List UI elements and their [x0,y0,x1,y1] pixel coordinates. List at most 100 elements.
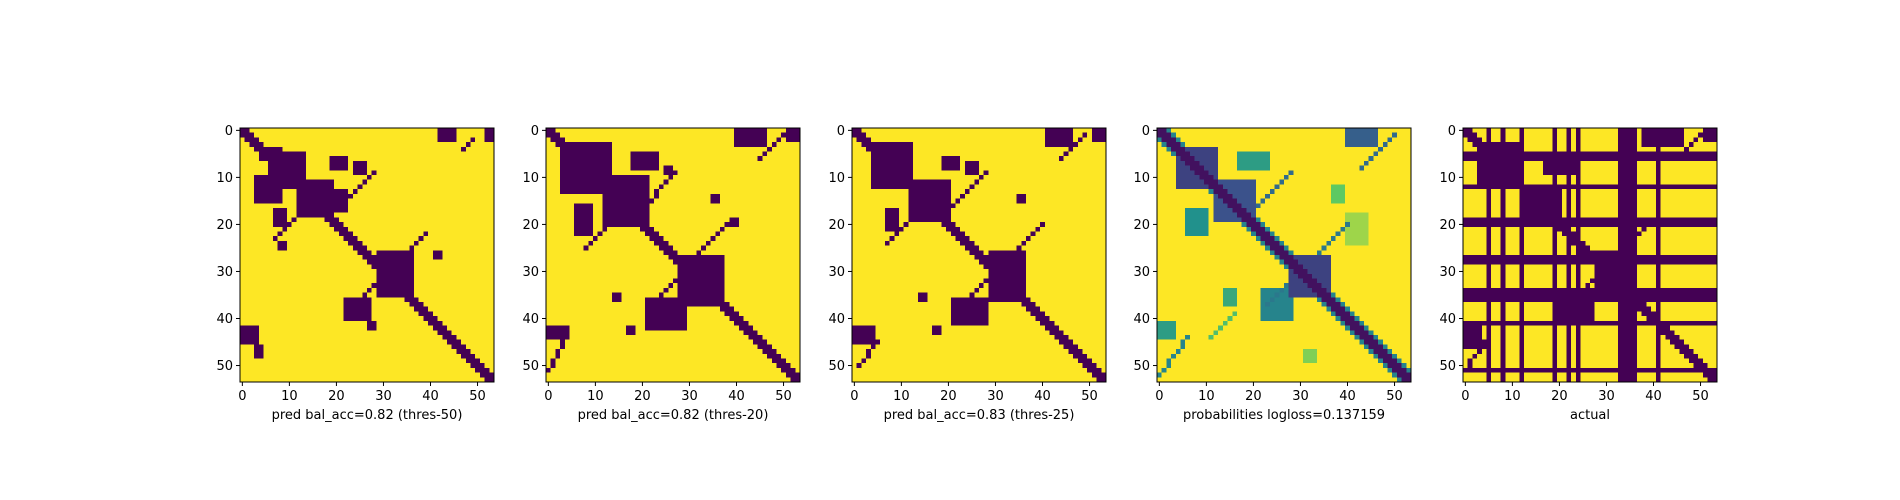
heatmap-cell [767,165,772,171]
heatmap-cell [399,179,405,185]
heatmap-cell [390,151,396,157]
heatmap-cell [705,137,711,143]
heatmap-cell [616,264,622,270]
heatmap-cell [254,344,259,350]
heatmap-cell [593,193,598,199]
heatmap-cell [757,128,763,133]
heatmap-cell [616,212,622,218]
heatmap-cell [254,240,259,246]
heatmap-cell [319,184,325,190]
heatmap-cell [771,302,777,307]
heatmap-cell [254,367,259,373]
heatmap-cell [249,231,255,237]
heatmap-cell [414,156,419,162]
heatmap-cell [446,198,452,204]
heatmap-cell [277,353,283,359]
heatmap-cell [715,250,721,256]
heatmap-cell [776,302,782,307]
heatmap-cell [738,151,744,157]
heatmap-cell [343,302,349,307]
heatmap-cell [343,222,349,227]
heatmap-cell [715,231,721,237]
heatmap-cell [277,358,283,364]
heatmap-cell [602,207,608,213]
heatmap-cell [607,278,612,284]
heatmap-cell [268,184,274,190]
heatmap-cell [352,306,358,312]
heatmap-cell [649,203,655,209]
heatmap-cell [597,170,603,176]
heatmap-cell [352,179,358,185]
heatmap-cell [560,189,565,194]
heatmap-cell [414,245,419,251]
heatmap-cell [776,236,782,242]
heatmap-cell [399,151,405,157]
heatmap-cell [263,222,269,227]
heatmap-cell [583,236,589,242]
heatmap-cell [724,259,730,265]
heatmap-cell [395,222,401,227]
heatmap-cell [489,273,495,279]
heatmap-cell [305,250,311,256]
heatmap-cell [432,222,438,227]
heatmap-cell [776,245,782,251]
heatmap-cell [272,372,278,378]
heatmap-cell [649,137,655,143]
heatmap-cell [583,193,589,199]
heatmap-cell [296,334,302,340]
heatmap-cell [569,302,575,307]
heatmap-cell [456,193,462,199]
heatmap-cell [649,231,655,237]
heatmap-cell [244,226,250,232]
heatmap-cell [701,128,707,133]
heatmap-cell [691,222,697,227]
heatmap-cell [720,269,725,274]
heatmap-cell [442,297,448,303]
heatmap-cell [752,278,758,284]
heatmap-cell [677,193,683,199]
heatmap-cell [451,236,457,242]
heatmap-cell [343,137,349,143]
heatmap-cell [743,226,749,232]
heatmap-cell [602,151,608,157]
heatmap-cell [465,325,471,331]
heatmap-cell [611,175,617,180]
heatmap-cell [625,264,631,270]
heatmap-cell [437,259,443,265]
heatmap-cell [263,137,269,143]
heatmap-cell [569,193,575,199]
heatmap-cell [315,325,321,331]
heatmap-cell [724,226,730,232]
heatmap-cell [616,217,622,223]
heatmap-cell [484,344,490,350]
heatmap-cell [588,240,594,246]
heatmap-cell [324,278,330,284]
heatmap-cell [319,160,325,166]
heatmap-cell [249,264,255,270]
heatmap-cell [418,207,424,213]
heatmap-cell [352,156,358,162]
heatmap-cell [301,377,306,383]
heatmap-cell [319,330,325,336]
heatmap-cell [560,240,565,246]
heatmap-cell [381,353,386,359]
heatmap-cell [569,137,575,143]
heatmap-cell [479,240,485,246]
heatmap-cell [399,184,405,190]
heatmap-cell [649,240,655,246]
heatmap-cell [574,297,580,303]
heatmap-cell [743,142,749,147]
heatmap-cell [291,198,297,204]
heatmap-cell [254,250,259,256]
heatmap-cell [654,137,660,143]
heatmap-cell [442,170,448,176]
heatmap-cell [734,297,739,303]
heatmap-cell [677,273,683,279]
heatmap-cell [348,132,354,138]
heatmap-cell [376,128,382,133]
heatmap-cell [423,377,429,383]
heatmap-cell [677,245,683,251]
heatmap-cell [607,193,612,199]
heatmap-cell [451,156,457,162]
heatmap-cell [263,132,269,138]
